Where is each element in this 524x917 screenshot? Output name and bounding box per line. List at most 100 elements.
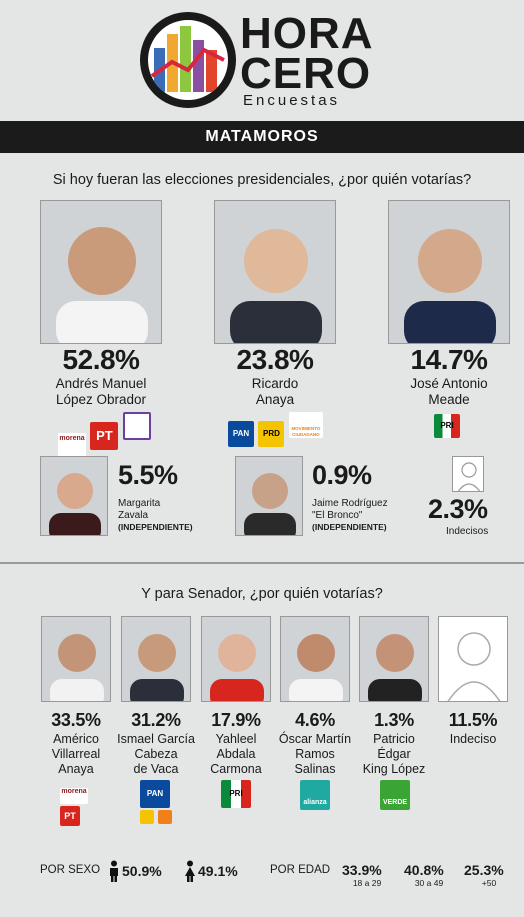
senator-photo-5 xyxy=(359,616,429,702)
party-logos-1: morena PT xyxy=(58,412,151,461)
sen-name-1-l2: Villarreal xyxy=(51,747,101,761)
men-pct: 50.9% xyxy=(122,863,162,879)
sen-name-4-l1: Óscar Martín xyxy=(278,732,352,746)
pres-tag-4: (INDEPENDIENTE) xyxy=(118,522,193,532)
pres-label-undecided: Indecisos xyxy=(446,526,489,537)
sen-name-3: Yahleel Abdala Carmona xyxy=(196,732,276,777)
senator-photo-3 xyxy=(201,616,271,702)
sen-name-3-l2: Abdala xyxy=(216,747,256,761)
age-2-range: 30 a 49 xyxy=(414,878,444,888)
sen-name-2-l2: Cabeza xyxy=(134,747,178,761)
sen-morena-logo-icon: morena xyxy=(60,788,88,804)
pres-pct-1: 52.8% xyxy=(62,344,140,375)
pt-logo-icon: PT xyxy=(90,422,119,450)
section-divider xyxy=(0,562,524,564)
sen-name-4: Óscar Martín Ramos Salinas xyxy=(275,732,355,777)
sen-pct-1: 33.5% xyxy=(51,710,101,730)
age-group-1: 33.9% 18 a 29 xyxy=(342,862,392,888)
pres-name-1b: López Obrador xyxy=(55,392,147,407)
pres-name-1a: Andrés Manuel xyxy=(55,376,147,391)
party-logos-2: PAN PRD MOVIMIENTO CIUDADANO xyxy=(228,412,323,447)
sen-party-logos-3: PRI xyxy=(221,780,251,808)
sen-name-2-l3: de Vaca xyxy=(133,762,179,776)
sen-name-2-l1: Ismael García xyxy=(117,732,195,746)
sen-pct-3: 17.9% xyxy=(211,710,261,730)
sen-pan-logo-icon: PAN xyxy=(140,780,170,808)
sen-name-3-l3: Carmona xyxy=(210,762,262,776)
sen-name-5-l1: Patricio xyxy=(373,732,415,746)
candidate-photo-amlo xyxy=(40,200,162,344)
pes-logo-icon xyxy=(122,412,151,440)
pres-name-2a: Ricardo xyxy=(251,376,299,391)
age-group-2: 40.8% 30 a 49 xyxy=(404,862,454,888)
pres-name-2b: Anaya xyxy=(255,392,295,407)
pres-name-3a: José Antonio xyxy=(410,376,488,391)
age-2-val: 40.8% xyxy=(404,862,444,878)
verde-logo-icon: VERDE xyxy=(380,780,410,810)
sen-name-2: Ismael García Cabeza de Vaca xyxy=(116,732,196,777)
senator-photo-2 xyxy=(121,616,191,702)
sen-name-1-l3: Anaya xyxy=(58,762,94,776)
brand-line3: Encuestas xyxy=(243,92,341,109)
sen-name-4-l2: Ramos xyxy=(295,747,335,761)
sexo-label: POR SEXO xyxy=(40,864,101,876)
edad-label: POR EDAD xyxy=(270,864,331,876)
sen-name-3-l1: Yahleel xyxy=(215,732,257,746)
sen-pct-6: 11.5% xyxy=(448,710,498,730)
sen-name-5-l2: Édgar xyxy=(377,747,411,761)
mc-logo-icon: MOVIMIENTO CIUDADANO xyxy=(288,412,323,438)
pres-tag-5: (INDEPENDIENTE) xyxy=(312,522,387,532)
sen-pct-4: 4.6% xyxy=(295,710,335,730)
sen-party-logos-4: alianza xyxy=(300,780,330,810)
party-logos-3: PRI xyxy=(434,414,460,438)
female-icon xyxy=(184,860,196,887)
pres-name-5a: Jaime Rodríguez xyxy=(312,498,388,509)
candidate-photo-anaya xyxy=(214,200,336,344)
sen-party-logos-1: morena PT xyxy=(60,780,90,826)
sen-name-1: Américo Villarreal Anaya xyxy=(36,732,116,777)
sen-party-logos-5: VERDE xyxy=(380,780,410,810)
male-icon xyxy=(108,860,120,887)
sen-pt-logo-icon: PT xyxy=(60,806,80,826)
sen-name-6: Indeciso xyxy=(433,732,513,747)
pres-question: Si hoy fueran las elecciones presidencia… xyxy=(52,172,472,188)
age-1-range: 18 a 29 xyxy=(352,878,382,888)
header: HORA CERO Encuestas xyxy=(0,0,524,120)
pri-logo-icon: PRI xyxy=(434,414,460,438)
age-group-3: 25.3% +50 xyxy=(464,862,514,888)
sen-question: Y para Senador, ¿por quién votarías? xyxy=(141,586,383,602)
sen-party-logos-2: PAN xyxy=(140,780,173,829)
pres-name-3b: Meade xyxy=(428,392,470,407)
sen-pct-5: 1.3% xyxy=(374,710,414,730)
pan-logo-icon: PAN xyxy=(228,421,254,447)
women-pct: 49.1% xyxy=(198,863,238,879)
region-banner: MATAMOROS xyxy=(0,121,524,153)
senator-undecided-silhouette-icon xyxy=(438,616,508,702)
sen-mc-logo-icon xyxy=(158,810,173,824)
candidate-photo-bronco xyxy=(235,456,303,536)
sen-name-5: Patricio Édgar King López xyxy=(354,732,434,777)
brand-line1: HORA xyxy=(240,9,374,58)
sen-name-1-l1: Américo xyxy=(53,732,99,746)
sen-pct-2: 31.2% xyxy=(131,710,181,730)
sen-prd-logo-icon xyxy=(140,810,154,824)
undecided-silhouette-icon xyxy=(452,456,484,492)
pres-name-4b: Zavala xyxy=(118,510,149,521)
sen-name-4-l3: Salinas xyxy=(294,762,336,776)
sen-name-6-l1: Indeciso xyxy=(449,732,497,746)
sen-pri-logo-icon: PRI xyxy=(221,780,251,808)
alianza-logo-icon: alianza xyxy=(300,780,330,810)
pres-name-4a: Margarita xyxy=(118,498,161,509)
age-1-val: 33.9% xyxy=(342,862,382,878)
pres-pct-5: 0.9% xyxy=(312,460,372,490)
logo-chart-icon xyxy=(140,12,236,108)
prd-logo-icon: PRD xyxy=(258,421,285,447)
pres-pct-3: 14.7% xyxy=(410,344,488,375)
age-3-range: +50 xyxy=(481,878,497,888)
candidate-photo-meade xyxy=(388,200,510,344)
pres-pct-4: 5.5% xyxy=(118,460,178,490)
senator-photo-1 xyxy=(41,616,111,702)
pres-name-5b: "El Bronco" xyxy=(312,510,363,521)
candidate-photo-zavala xyxy=(40,456,108,536)
sen-name-5-l3: King López xyxy=(362,762,426,776)
